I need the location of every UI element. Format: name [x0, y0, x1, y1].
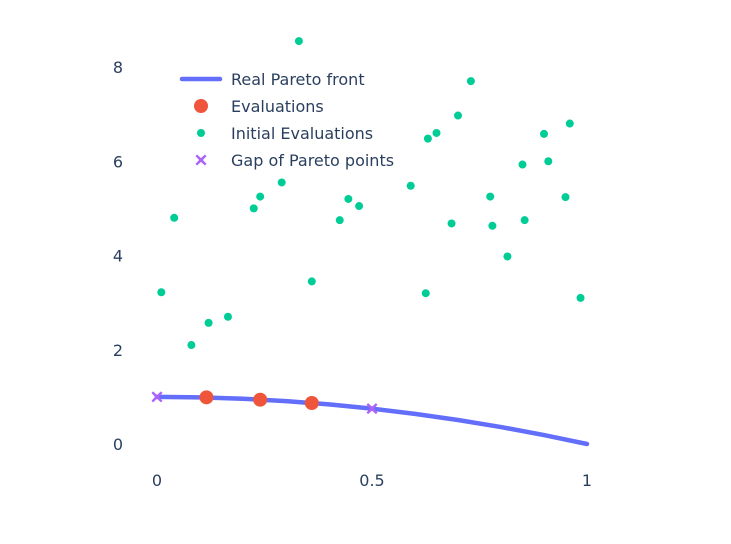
series-initial-evaluations	[157, 37, 585, 350]
initial-evaluations-point	[565, 119, 574, 128]
initial-evaluations-point	[488, 221, 497, 230]
evaluations-point	[253, 392, 268, 407]
initial-evaluations-point	[518, 160, 527, 169]
legend-label: Gap of Pareto points	[231, 151, 394, 170]
gap-of-pareto-points-point	[366, 403, 378, 415]
initial-evaluations-point	[520, 216, 529, 225]
legend-item-initial-evaluations[interactable]: Initial Evaluations	[197, 124, 373, 143]
initial-evaluations-point	[466, 77, 475, 86]
initial-evaluations-point	[294, 37, 303, 46]
legend-item-gap-of-pareto-points[interactable]: Gap of Pareto points	[195, 151, 395, 170]
pareto-front-line	[154, 394, 590, 447]
initial-evaluations-point	[335, 216, 344, 225]
evaluations-point	[304, 396, 319, 411]
initial-evaluations-point	[223, 312, 232, 321]
series-real-pareto-front	[154, 394, 590, 447]
initial-evaluations-point	[187, 341, 196, 350]
legend-marker-swatch	[195, 154, 207, 166]
gap-of-pareto-points-point	[151, 391, 163, 403]
initial-evaluations-point	[344, 194, 353, 203]
initial-evaluations-point	[561, 193, 570, 202]
y-tick-label: 4	[113, 247, 123, 266]
y-tick-label: 6	[113, 152, 123, 171]
initial-evaluations-point	[157, 288, 166, 297]
y-tick-label: 8	[113, 58, 123, 77]
legend: Real Pareto front Evaluations Initial Eval…	[179, 70, 395, 170]
legend-label: Evaluations	[231, 97, 324, 116]
legend-marker-swatch	[194, 99, 208, 113]
legend-label: Real Pareto front	[231, 70, 365, 89]
initial-evaluations-point	[204, 318, 213, 327]
initial-evaluations-point	[249, 204, 258, 213]
y-tick-label: 2	[113, 341, 123, 360]
initial-evaluations-point	[576, 293, 585, 302]
initial-evaluations-point	[307, 277, 316, 286]
initial-evaluations-point	[423, 134, 432, 143]
x-tick-label: 0	[152, 471, 162, 490]
x-axis-ticks: 0 0.5 1	[152, 471, 592, 490]
x-tick-label: 1	[582, 471, 592, 490]
initial-evaluations-point	[421, 289, 430, 298]
initial-evaluations-point	[256, 192, 265, 201]
legend-label: Initial Evaluations	[231, 124, 373, 143]
legend-marker-swatch	[197, 129, 205, 137]
x-tick-label: 0.5	[359, 471, 384, 490]
initial-evaluations-point	[406, 181, 415, 190]
initial-evaluations-point	[486, 192, 495, 201]
initial-evaluations-point	[447, 219, 456, 228]
initial-evaluations-point	[170, 213, 179, 222]
y-axis-ticks: 0 2 4 6 8	[113, 58, 123, 454]
initial-evaluations-point	[544, 157, 553, 166]
evaluations-point	[199, 390, 214, 405]
plot-area	[151, 37, 590, 447]
initial-evaluations-point	[355, 202, 364, 211]
initial-evaluations-point	[277, 178, 286, 187]
initial-evaluations-point	[454, 111, 462, 120]
series-evaluations	[199, 390, 319, 411]
legend-item-evaluations[interactable]: Evaluations	[194, 97, 324, 116]
series-gap-of-pareto-points	[151, 391, 378, 415]
initial-evaluations-point	[503, 252, 512, 261]
legend-item-real-pareto-front[interactable]: Real Pareto front	[179, 70, 365, 89]
initial-evaluations-point	[432, 128, 441, 137]
y-tick-label: 0	[113, 435, 123, 454]
initial-evaluations-point	[540, 129, 548, 138]
